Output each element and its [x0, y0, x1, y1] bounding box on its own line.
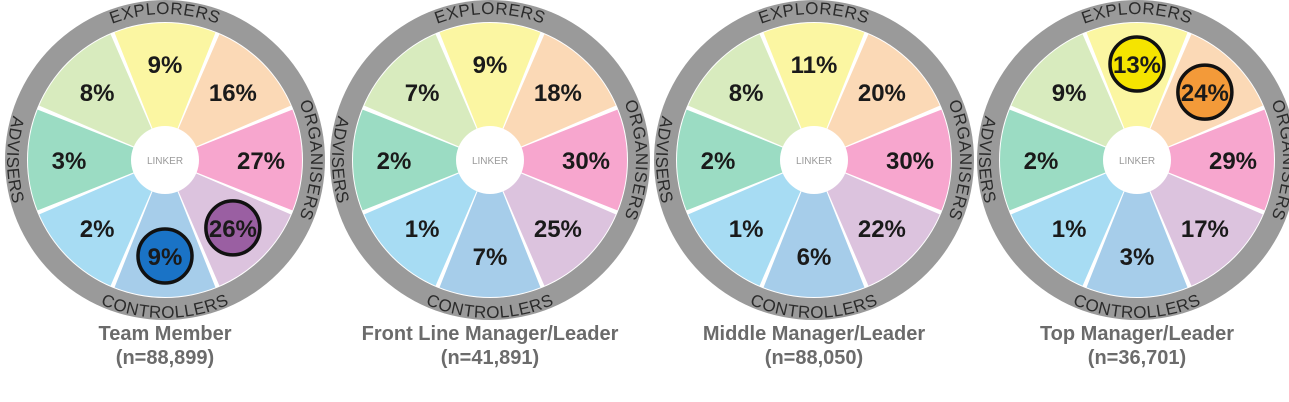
segment-value-label: 25%	[534, 216, 582, 243]
segment-value-label: 9%	[473, 52, 508, 79]
wheel-segment-controllers-right	[501, 171, 616, 286]
hub-label: LINKER	[147, 156, 183, 167]
segment-value-label: 30%	[886, 148, 934, 175]
wheel-segment-organisers-upper	[825, 34, 940, 149]
caption-sample-size: (n=36,701)	[1087, 347, 1187, 369]
segment-value-label: 8%	[729, 80, 764, 107]
segment-value-label: 3%	[52, 148, 87, 175]
segment-value-label: 29%	[1209, 148, 1257, 175]
segment-value-label: 9%	[148, 52, 183, 79]
wheel-segment-advisers-upper	[27, 109, 139, 211]
segment-value-label: 24%	[1181, 80, 1229, 107]
caption-sample-size: (n=41,891)	[440, 347, 540, 369]
segment-value-label: 26%	[209, 216, 257, 243]
segment-value-label: 16%	[209, 80, 257, 107]
highlight-circle	[136, 227, 194, 285]
wheel-segment-organisers-upper	[501, 34, 616, 149]
segment-value-label: 2%	[80, 216, 115, 243]
caption-role: Top Manager/Leader	[1039, 323, 1235, 345]
wheel-chart-3: EXPLORERSORGANISERSCONTROLLERSADVISERSLI…	[652, 0, 975, 322]
wheel-segment-organisers-upper	[176, 34, 291, 149]
segment-value-label: 1%	[1052, 216, 1087, 243]
wheel-segment-explorers-left	[1011, 34, 1126, 149]
wheel-segment-explorers-top	[439, 22, 541, 134]
wheel-segment-advisers-upper	[677, 109, 788, 211]
caption-role: Middle Manager/Leader	[702, 323, 926, 345]
segment-value-label: 11%	[791, 52, 838, 79]
wheel-segment-explorers-left	[364, 34, 479, 149]
wheel-chart-4: EXPLORERSORGANISERSCONTROLLERSADVISERSLI…	[975, 0, 1289, 322]
caption-role: Team Member	[98, 323, 232, 345]
hub	[456, 126, 524, 194]
segment-value-label: 27%	[237, 148, 285, 175]
hub-label: LINKER	[1119, 156, 1155, 167]
highlight-circle	[204, 199, 262, 257]
wheel-chart-1: EXPLORERSORGANISERSCONTROLLERSADVISERSLI…	[3, 0, 326, 322]
wheel-caption: Middle Manager/Leader (n=88,050)	[654, 322, 974, 370]
segment-value-label: 8%	[80, 80, 115, 107]
segment-value-label: 2%	[1024, 148, 1059, 175]
segment-value-label: 22%	[858, 216, 906, 243]
caption-sample-size: (n=88,899)	[115, 347, 215, 369]
segment-value-label: 20%	[858, 80, 906, 107]
wheel-segment-organisers-lower	[1163, 109, 1274, 211]
wheel-segment-controllers-bottom	[439, 186, 541, 297]
hub	[131, 126, 199, 194]
segment-value-label: 7%	[405, 80, 440, 107]
wheel-segment-controllers-right	[1148, 171, 1263, 286]
hub	[1103, 126, 1171, 194]
highlight-circle	[1108, 35, 1166, 93]
wheel-segment-organisers-lower	[191, 109, 302, 211]
wheel-caption: Front Line Manager/Leader (n=41,891)	[330, 322, 650, 370]
wheel-caption: Top Manager/Leader (n=36,701)	[977, 322, 1289, 370]
hub-label: LINKER	[796, 156, 832, 167]
segment-value-label: 1%	[405, 216, 440, 243]
wheel-segment-explorers-left	[688, 34, 803, 149]
wheel-segment-organisers-lower	[516, 109, 627, 211]
segment-value-label: 13%	[1113, 52, 1161, 79]
hub-label: LINKER	[472, 156, 508, 167]
wheel-segment-explorers-left	[39, 34, 154, 149]
caption-role: Front Line Manager/Leader	[361, 323, 619, 345]
segment-value-label: 2%	[701, 148, 736, 175]
segment-value-label: 3%	[1120, 244, 1155, 271]
wheel-segment-explorers-top	[763, 22, 865, 134]
wheel-segment-advisers-lower	[39, 171, 154, 286]
wheel-segment-advisers-lower	[688, 171, 803, 286]
highlight-circle	[1176, 63, 1234, 121]
wheel-segment-advisers-lower	[364, 171, 479, 286]
wheel-segment-controllers-right	[825, 171, 940, 286]
caption-sample-size: (n=88,050)	[764, 347, 864, 369]
segment-value-label: 18%	[534, 80, 582, 107]
wheel-segment-advisers-lower	[1011, 171, 1126, 286]
wheel-segment-explorers-top	[114, 22, 216, 134]
wheel-segment-advisers-upper	[353, 109, 464, 211]
segment-value-label: 30%	[562, 148, 610, 175]
segment-value-label: 1%	[729, 216, 764, 243]
wheel-caption: Team Member (n=88,899)	[5, 322, 325, 370]
segment-value-label: 9%	[1052, 80, 1087, 107]
wheel-segment-organisers-lower	[840, 109, 951, 211]
wheel-segment-advisers-upper	[1000, 109, 1111, 211]
wheel-chart-2: EXPLORERSORGANISERSCONTROLLERSADVISERSLI…	[328, 0, 651, 322]
segment-value-label: 2%	[377, 148, 412, 175]
wheel-segment-controllers-bottom	[1086, 186, 1188, 297]
wheel-segment-controllers-bottom	[763, 186, 865, 297]
segment-value-label: 17%	[1181, 216, 1229, 243]
hub	[780, 126, 848, 194]
segment-value-label: 7%	[473, 244, 508, 271]
segment-value-label: 6%	[797, 244, 832, 271]
segment-value-label: 9%	[148, 244, 183, 271]
